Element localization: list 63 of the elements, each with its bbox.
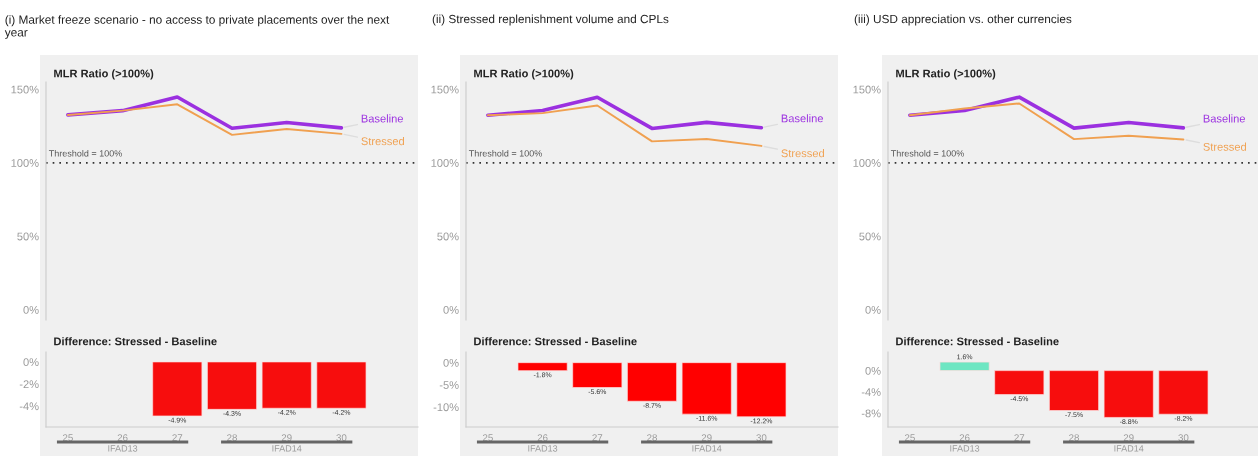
x-tick-label: 26 (959, 434, 970, 442)
series-label: Baseline (1203, 114, 1245, 123)
y-tick-label: 0% (23, 305, 39, 314)
x-tick-label: 29 (701, 434, 712, 442)
x-tick-label: 25 (904, 434, 915, 442)
x-tick-label: 28 (227, 434, 237, 442)
y-tick-label: -5% (439, 381, 459, 389)
x-tick-label: 29 (281, 434, 292, 442)
x-tick-label: 26 (117, 434, 128, 442)
y-tick-label: 150% (431, 85, 459, 94)
x-tick-label: 27 (592, 434, 603, 441)
y-tick-label: 100% (853, 159, 881, 167)
y-tick-label: 50% (17, 232, 39, 241)
chart-subtitle: MLR Ratio (>100%) (54, 69, 154, 80)
chart-title: (iii) USD appreciation vs. other currencies (854, 14, 1072, 26)
text: IFAD14 (692, 445, 722, 452)
y-tick-label: 100% (431, 159, 459, 167)
series-label: Baseline (361, 114, 403, 123)
x-tick-label: 28 (1069, 434, 1079, 442)
y-tick-label: 100% (11, 159, 39, 167)
y-tick-label: 150% (11, 85, 39, 94)
chart-title: (i) Market freeze scenario - no access to private placements over the next year (4, 15, 390, 39)
chart-subtitle: MLR Ratio (>100%) (896, 69, 996, 80)
text: IFAD14 (1114, 445, 1144, 452)
x-tick-label: 25 (62, 434, 73, 442)
y-tick-label: 50% (859, 232, 881, 241)
y-tick-label: -4% (19, 402, 39, 411)
x-tick-label: 30 (756, 434, 767, 442)
y-tick-label: -4% (861, 388, 881, 396)
y-tick-label: -2% (19, 380, 39, 389)
x-tick-label: 28 (647, 434, 657, 442)
x-tick-label: 29 (1123, 434, 1134, 442)
text: IFAD13 (108, 445, 138, 452)
y-tick-label: 0% (865, 305, 881, 314)
text: IFAD14 (272, 445, 302, 452)
x-tick-label: 27 (172, 434, 183, 441)
y-tick-label: 0% (443, 358, 459, 367)
series-label: Stressed (781, 149, 824, 158)
ref-line-label: Threshold = 100% (48, 149, 122, 157)
chart-title: (ii) Stressed replenishment volume and CPLs (432, 14, 669, 26)
text: IFAD13 (528, 445, 558, 452)
x-tick-label: 26 (537, 434, 548, 442)
text: IFAD13 (950, 445, 980, 452)
x-tick-label: 27 (1014, 434, 1025, 441)
series-label: Stressed (361, 137, 404, 146)
y-tick-label: -8% (861, 409, 881, 418)
y-tick-label: -10% (433, 403, 459, 412)
y-tick-label: 0% (865, 366, 881, 375)
chart-title: Difference: Stressed - Baseline (896, 337, 1059, 346)
x-tick-label: 30 (1178, 434, 1189, 442)
ref-line-label: Threshold = 100% (468, 149, 542, 157)
series-label: Stressed (1203, 142, 1246, 151)
series-label: Baseline (781, 114, 823, 123)
ref-line-label: Threshold = 100% (890, 149, 964, 157)
y-tick-label: 0% (23, 358, 39, 367)
y-tick-label: 0% (443, 305, 459, 314)
y-tick-label: 50% (437, 232, 459, 241)
chart-title: Difference: Stressed - Baseline (54, 337, 217, 346)
chart-subtitle: MLR Ratio (>100%) (474, 69, 574, 80)
x-tick-label: 25 (482, 434, 493, 442)
y-tick-label: 150% (853, 85, 881, 94)
x-tick-label: 30 (336, 434, 347, 442)
chart-title: Difference: Stressed - Baseline (474, 337, 637, 346)
